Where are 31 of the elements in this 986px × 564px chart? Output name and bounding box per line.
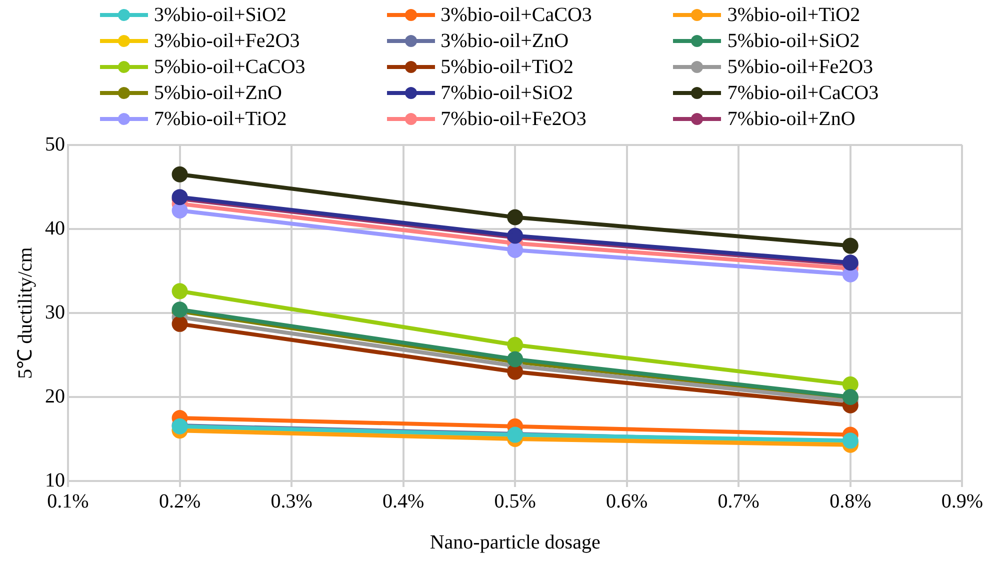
x-axis-title: Nano-particle dosage xyxy=(430,531,600,554)
y-tick-label: 20 xyxy=(45,385,65,408)
legend-label: 3%bio-oil+Fe2O3 xyxy=(154,29,300,54)
x-tick-label: 0.9% xyxy=(941,490,984,512)
legend-label: 7%bio-oil+Fe2O3 xyxy=(440,107,586,132)
legend-label: 5%bio-oil+ZnO xyxy=(154,81,282,106)
x-tick-label: 0.1% xyxy=(47,490,89,512)
x-tick-label: 0.6% xyxy=(606,490,648,512)
x-tick-label: 0.8% xyxy=(830,490,872,512)
y-axis-title: 5℃ ductility/cm xyxy=(14,246,36,379)
legend-label: 3%bio-oil+SiO2 xyxy=(154,3,286,28)
legend-label: 5%bio-oil+SiO2 xyxy=(727,29,860,54)
y-tick-label: 10 xyxy=(45,469,65,492)
legend-label: 7%bio-oil+TiO2 xyxy=(154,107,287,132)
x-tick-label: 0.5% xyxy=(494,490,536,512)
legend-label: 5%bio-oil+TiO2 xyxy=(440,55,574,80)
x-tick-label: 0.7% xyxy=(718,490,760,512)
legend-label: 7%bio-oil+SiO2 xyxy=(440,81,574,106)
x-tick-label: 0.3% xyxy=(270,490,312,512)
legend-label: 7%bio-oil+CaCO3 xyxy=(727,81,879,106)
y-tick-label: 40 xyxy=(45,217,65,240)
legend-label: 7%bio-oil+ZnO xyxy=(727,107,856,132)
y-tick-label: 30 xyxy=(45,301,65,324)
legend-label: 5%bio-oil+Fe2O3 xyxy=(727,55,874,80)
legend-label: 3%bio-oil+TiO2 xyxy=(727,3,860,28)
x-tick-label: 0.2% xyxy=(158,490,201,512)
legend-label: 3%bio-oil+CaCO3 xyxy=(440,3,592,28)
legend-label: 3%bio-oil+ZnO xyxy=(440,29,569,54)
legend-label: 5%bio-oil+CaCO3 xyxy=(154,55,306,80)
y-tick-label: 50 xyxy=(45,133,65,156)
x-tick-label: 0.4% xyxy=(382,490,424,512)
